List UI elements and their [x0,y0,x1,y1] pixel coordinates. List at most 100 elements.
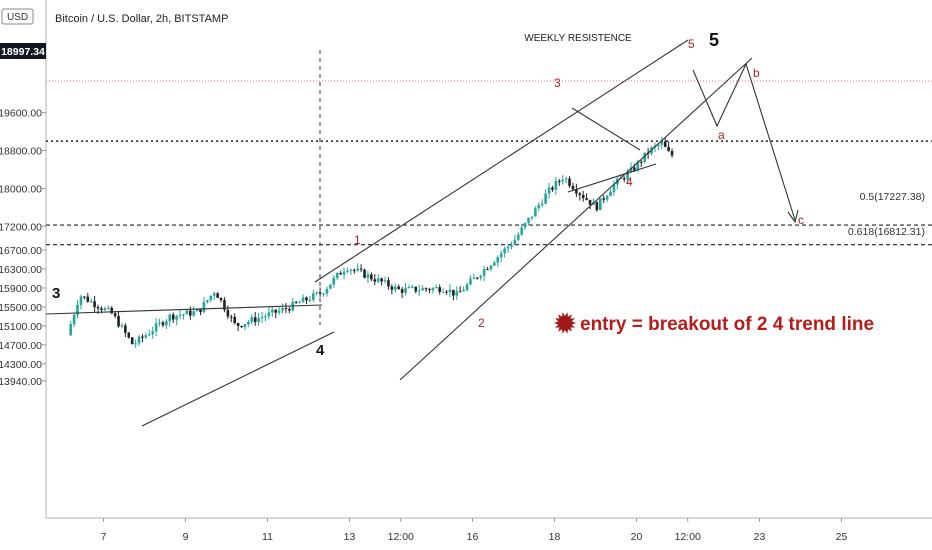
candle-body [298,302,301,304]
trendline-bottom-consolidation [141,331,335,427]
fib-0618-label: 0.618(16812.31) [848,226,925,238]
candle-body [202,302,206,313]
candle-body [421,288,424,291]
candle-body [72,314,76,325]
candle-body [626,171,629,180]
candle-body [253,317,257,323]
drawn-trendlines [45,39,796,427]
candle-body [424,288,428,290]
candle-body [551,187,554,190]
candle-body [568,178,571,186]
candle-body [489,265,493,270]
candle-body [359,268,363,270]
candle-body [89,301,93,303]
y-tick-label: 13940.00 [0,376,42,388]
candle-body [534,208,537,217]
fib-05-label: 0.5(17227.38) [860,191,925,203]
candle-body [544,193,547,204]
candle-body [602,198,605,200]
candle-body [499,253,503,258]
candle-body [233,316,236,324]
candle-body [438,287,441,292]
y-tick-label: 18000.00 [0,183,42,195]
candle-body [219,297,223,301]
candle-body [226,309,230,317]
candle-body [141,336,144,338]
candle-body [356,268,359,271]
candle-body [329,284,332,289]
candle-body [130,337,134,345]
candle-body [236,323,240,327]
candle-body [400,289,404,293]
x-tick-label: 25 [836,531,848,543]
candle-body [376,278,380,282]
x-tick-label: 23 [754,531,766,543]
candle-body [414,286,418,292]
candle-body [301,297,305,303]
currency-badge[interactable] [1,8,34,25]
candle-body [411,286,414,288]
candle-body [352,269,356,271]
candle-body [452,289,455,296]
candle-body [151,331,154,335]
entry-note-text: entry = breakout of 2 4 trend line [580,314,874,335]
candle-body [171,314,175,320]
candle-body [417,290,421,292]
candle-body [363,269,366,278]
candle-body [308,299,312,301]
candle-body [397,286,400,290]
x-tick-label: 9 [183,531,189,543]
channel-upper-line [314,39,689,283]
candle-body [575,189,578,194]
candle-body [585,198,588,200]
wave-label-red-5: 5 [688,37,695,51]
candle-body [117,316,120,327]
wave-label-black-3: 3 [52,285,60,302]
wave-label-red-a: a [718,128,725,142]
projected-abc-path [692,62,796,221]
candle-body [557,181,561,183]
current-price-tag [0,43,46,59]
candle-body [311,293,315,300]
candle-body [520,227,523,235]
candle-body [441,291,445,293]
candle-body [339,272,342,275]
y-tick-label: 14700.00 [0,340,42,352]
candle-body [325,288,329,294]
candle-body [404,288,407,293]
candle-body [472,277,476,279]
candle-body [503,248,506,254]
candle-body [639,161,643,163]
candle-body [103,308,107,311]
candle-body [106,307,110,309]
candle-body [475,277,479,279]
candle-body [383,280,387,282]
candle-body [277,310,281,313]
candle-body [182,314,185,316]
candle-body [373,279,377,282]
candle-body [482,269,486,276]
candle-body [571,185,575,190]
wave-label-black-4: 4 [316,342,325,359]
candle-body [588,199,592,205]
candle-body [243,324,247,327]
candle-body [493,262,496,266]
candle-body [158,322,161,324]
candle-body [178,315,182,317]
wave-label-red-1: 1 [354,233,361,247]
y-tick-label: 14300.00 [0,359,42,371]
candlestick-series[interactable] [69,136,674,348]
candle-body [247,321,250,325]
candle-body [100,308,103,311]
x-tick-label: 16 [467,531,479,543]
candle-body [267,312,271,317]
candle-body [86,296,90,302]
candle-body [527,217,530,224]
y-tick-label: 15500.00 [0,302,42,314]
wave-label-red-4: 4 [626,175,633,189]
candle-body [315,292,318,294]
candle-body [264,316,267,318]
candle-body [506,246,510,249]
wave-label-black-5: 5 [709,30,719,50]
